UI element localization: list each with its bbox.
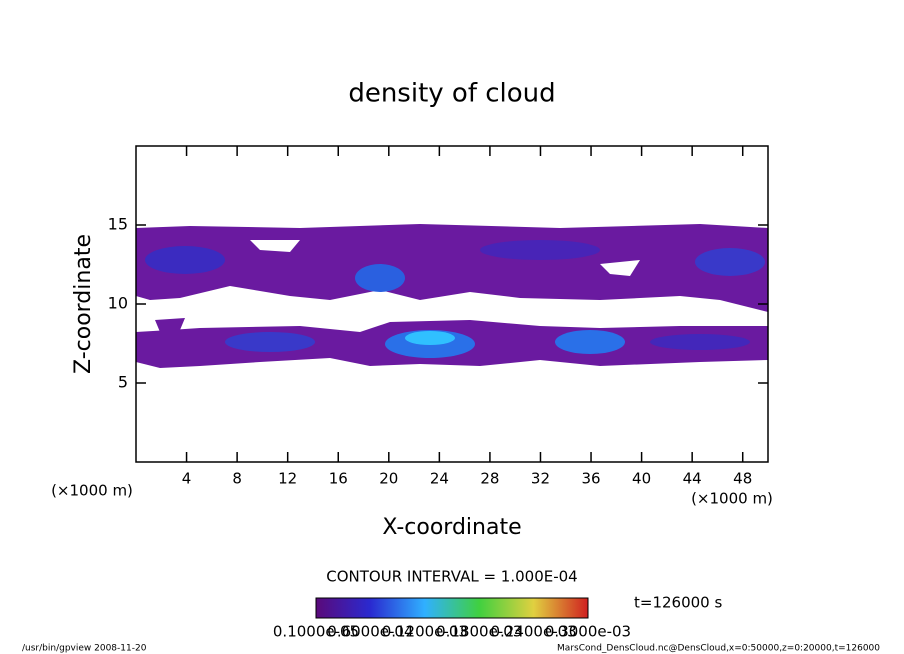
x-tick-label: 4 bbox=[182, 470, 192, 488]
time-label: t=126000 s bbox=[634, 594, 722, 612]
x-tick-label: 40 bbox=[632, 470, 651, 488]
colorbar-label: 0.2400e-03 bbox=[490, 623, 576, 641]
x-axis-label: X-coordinate bbox=[382, 515, 521, 540]
x-tick-label: 12 bbox=[278, 470, 297, 488]
x-tick-label: 24 bbox=[430, 470, 449, 488]
colorbar-label: 0.6000e-04 bbox=[327, 623, 413, 641]
x-tick-label: 32 bbox=[531, 470, 550, 488]
colorbar-label: 0.1000e-05 bbox=[273, 623, 359, 641]
y-tick-label: 5 bbox=[118, 373, 128, 392]
colorbar-label: 0.1800e-03 bbox=[436, 623, 522, 641]
x-tick-label: 16 bbox=[329, 470, 348, 488]
chart-title: density of cloud bbox=[348, 79, 555, 109]
x-tick-label: 28 bbox=[480, 470, 499, 488]
x-unit: (×1000 m) bbox=[51, 482, 133, 500]
x-tick-label: 20 bbox=[379, 470, 398, 488]
x-unit: (×1000 m) bbox=[691, 490, 773, 508]
x-tick-label: 8 bbox=[232, 470, 242, 488]
footer-left: /usr/bin/gpview 2008-11-20 bbox=[22, 644, 147, 654]
x-tick-label: 36 bbox=[581, 470, 600, 488]
y-tick-label: 10 bbox=[108, 294, 128, 313]
y-tick-label: 15 bbox=[108, 215, 128, 234]
y-axis-label: Z-coordinate bbox=[71, 234, 96, 374]
colorbar bbox=[315, 597, 589, 619]
cloud-field bbox=[136, 224, 768, 368]
x-tick-label: 48 bbox=[733, 470, 752, 488]
plot-frame bbox=[135, 145, 769, 463]
footer-right: MarsCond_DensCloud.nc@DensCloud,x=0:5000… bbox=[557, 644, 880, 654]
x-tick-label: 44 bbox=[683, 470, 702, 488]
colorbar-label: 0.3000e-03 bbox=[545, 623, 631, 641]
contour-interval: CONTOUR INTERVAL = 1.000E-04 bbox=[326, 568, 577, 586]
colorbar-label: 0.1200e-03 bbox=[382, 623, 468, 641]
